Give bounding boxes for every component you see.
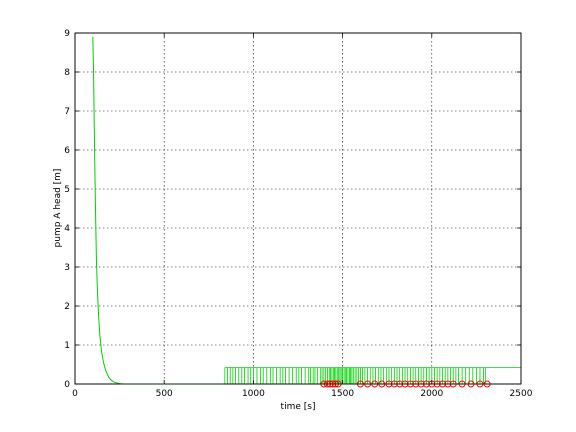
y-tick-label: 1 (64, 341, 70, 351)
y-tick-label: 4 (64, 224, 70, 234)
grid (75, 33, 521, 384)
y-tick-label: 6 (64, 146, 70, 156)
plot-area (74, 32, 522, 385)
y-tick-label: 7 (64, 107, 70, 117)
y-tick-label: 8 (64, 68, 70, 78)
x-tick-label: 1500 (331, 389, 354, 399)
x-tick-label: 1000 (242, 389, 265, 399)
y-axis-label: pump A head [m] (53, 169, 63, 248)
y-tick-label: 0 (64, 380, 70, 390)
x-tick-label: 500 (156, 389, 173, 399)
y-tick-label: 2 (64, 302, 70, 312)
y-tick-label: 3 (64, 263, 70, 273)
x-axis-label: time [s] (281, 402, 316, 412)
x-tick-label: 0 (72, 389, 78, 399)
x-tick-label: 2000 (420, 389, 443, 399)
ticks: 0 500 1000 1500 2000 2500 0 1 2 3 4 5 6 7 8 9 (64, 29, 532, 399)
series-switching-pulses (224, 367, 521, 384)
plot-frame (74, 32, 522, 385)
x-tick-label: 2500 (510, 389, 533, 399)
y-tick-label: 9 (64, 29, 70, 39)
y-tick-label: 5 (64, 185, 70, 195)
